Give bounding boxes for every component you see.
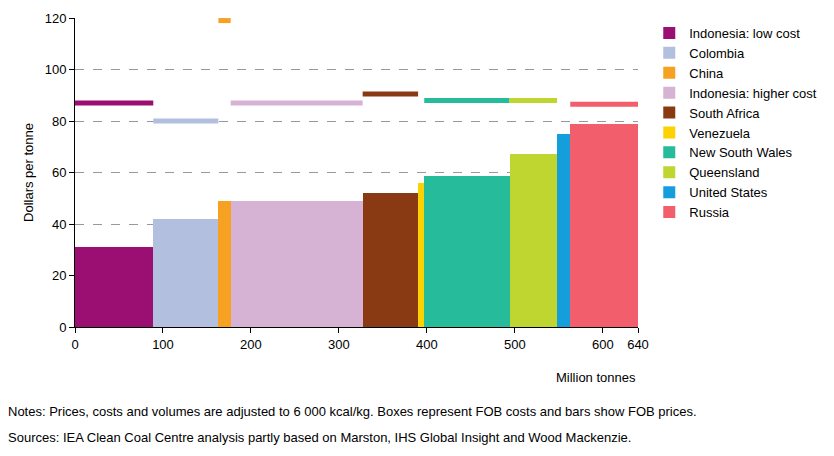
- svg-text:100: 100: [45, 62, 67, 77]
- svg-text:600: 600: [592, 337, 614, 352]
- svg-text:Queensland: Queensland: [689, 165, 759, 180]
- svg-text:100: 100: [152, 337, 174, 352]
- svg-text:60: 60: [52, 165, 66, 180]
- svg-text:0: 0: [59, 320, 66, 335]
- svg-text:0: 0: [71, 337, 78, 352]
- svg-text:120: 120: [45, 11, 67, 26]
- svg-text:Indonesia: higher cost: Indonesia: higher cost: [689, 86, 817, 101]
- svg-text:Million tonnes: Million tonnes: [556, 370, 636, 385]
- svg-text:United States: United States: [689, 185, 768, 200]
- svg-text:Indonesia: low cost: Indonesia: low cost: [689, 26, 800, 41]
- svg-text:20: 20: [52, 268, 66, 283]
- svg-text:Venezuela: Venezuela: [689, 126, 750, 141]
- svg-text:300: 300: [328, 337, 350, 352]
- svg-text:New South Wales: New South Wales: [689, 145, 792, 160]
- svg-text:80: 80: [52, 114, 66, 129]
- svg-text:Colombia: Colombia: [689, 46, 745, 61]
- svg-text:200: 200: [240, 337, 262, 352]
- svg-text:South Africa: South Africa: [689, 106, 760, 121]
- svg-text:500: 500: [504, 337, 526, 352]
- svg-text:Dollars per tonne: Dollars per tonne: [21, 123, 36, 222]
- svg-text:40: 40: [52, 217, 66, 232]
- svg-text:Sources: IEA Clean Coal Centre: Sources: IEA Clean Coal Centre analysis …: [8, 430, 631, 445]
- svg-text:400: 400: [416, 337, 438, 352]
- svg-text:640: 640: [627, 337, 649, 352]
- svg-text:Notes: Prices, costs and volum: Notes: Prices, costs and volumes are adj…: [8, 404, 697, 419]
- svg-text:China: China: [689, 66, 724, 81]
- svg-text:Russia: Russia: [689, 205, 730, 220]
